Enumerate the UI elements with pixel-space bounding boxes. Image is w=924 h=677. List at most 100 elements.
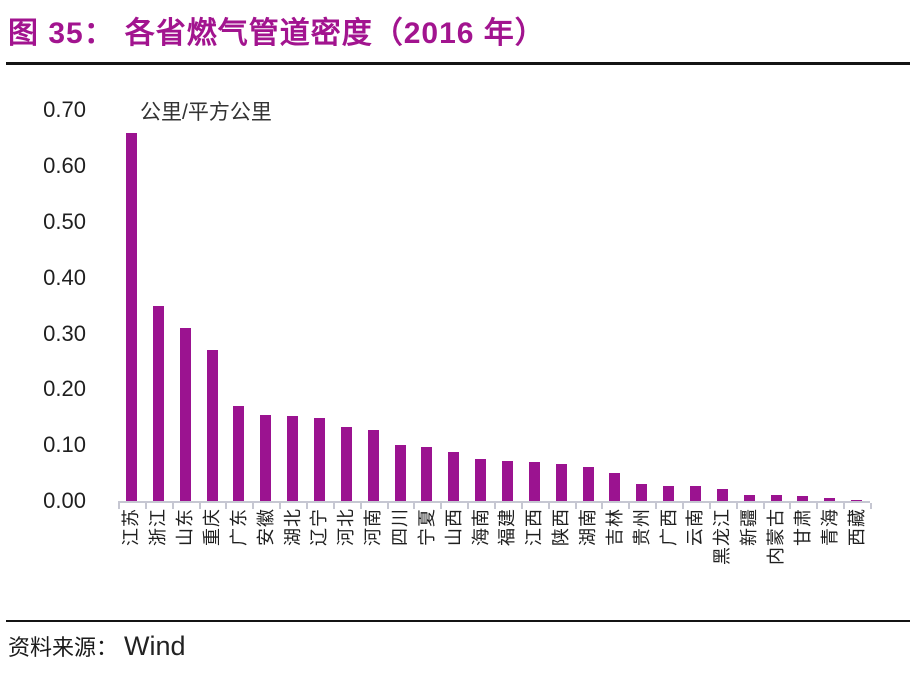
y-axis-tick-label: 0.70	[43, 97, 86, 123]
bar-西藏	[851, 500, 863, 501]
plot-area: 0.00 0.10 0.20 0.30 0.40 0.50 0.60 0.70 江苏 浙江 山东 重庆…	[43, 97, 872, 565]
bar-青海	[824, 498, 836, 501]
bar-甘肃	[797, 496, 809, 501]
x-axis-tick	[870, 503, 872, 509]
x-axis-label-辽宁: 辽宁	[309, 508, 330, 546]
x-axis-label-重庆: 重庆	[202, 508, 222, 546]
x-axis-tick	[332, 503, 335, 509]
x-axis-label-浙江: 浙江	[148, 508, 169, 546]
y-axis-tick-label: 0.40	[43, 264, 86, 290]
bar-重庆	[206, 350, 218, 501]
x-axis-tick	[628, 503, 631, 509]
x-axis-label-宁夏: 宁夏	[416, 508, 437, 546]
x-axis-tick	[198, 503, 201, 509]
footer-separator-line	[6, 620, 910, 622]
x-axis-tick	[252, 503, 255, 509]
x-axis-tick	[467, 503, 470, 509]
x-axis-tick	[440, 503, 443, 509]
y-axis-tick-label: 0.30	[43, 320, 86, 346]
x-axis-label-山西: 山西	[443, 508, 464, 546]
x-axis-label-海南: 海南	[470, 508, 491, 546]
x-axis-label-湖南: 湖南	[578, 508, 598, 546]
x-axis-label-四川: 四川	[390, 508, 410, 546]
x-axis-tick	[655, 503, 658, 509]
x-axis-label-西藏: 西藏	[846, 508, 867, 546]
y-axis-tick-label: 0.00	[43, 488, 86, 513]
x-axis-tick	[708, 503, 711, 509]
bar-内蒙古	[770, 495, 782, 501]
x-axis-label-江苏: 江苏	[121, 508, 142, 546]
y-axis-tick-label: 0.20	[43, 376, 86, 402]
x-axis-tick	[520, 503, 523, 509]
x-axis-label-湖北: 湖北	[282, 508, 303, 546]
x-axis-label-广西: 广西	[658, 508, 679, 546]
source-note: 资料来源： Wind	[8, 630, 186, 662]
bar-安徽	[260, 415, 272, 501]
source-value: Wind	[124, 631, 186, 661]
x-axis-tick	[547, 503, 550, 509]
x-axis-label-福建: 福建	[497, 508, 518, 546]
bar-四川	[394, 445, 406, 501]
x-axis-label-广东: 广东	[228, 508, 249, 546]
bar-河北	[340, 427, 352, 501]
bar-辽宁	[313, 418, 325, 501]
bar-湖北	[287, 416, 299, 501]
figure-title-text: 各省燃气管道密度（2016 年）	[124, 17, 546, 50]
x-axis-label-甘肃: 甘肃	[792, 508, 813, 546]
bar-宁夏	[421, 447, 433, 501]
x-axis-tick	[306, 503, 308, 509]
bar-新疆	[743, 495, 755, 501]
bar-广西	[663, 486, 675, 501]
x-axis-label-河南: 河南	[363, 508, 384, 546]
x-axis-label-吉林: 吉林	[604, 508, 625, 546]
x-axis-label-云南: 云南	[685, 508, 706, 546]
x-axis-label-黑龙江: 黑龙江	[712, 508, 733, 565]
x-axis-tick	[171, 503, 174, 509]
x-axis-tick	[735, 503, 738, 509]
figure-number-label: 图 35：	[8, 17, 115, 50]
x-axis-label-新疆: 新疆	[739, 508, 760, 546]
x-axis-label-山东: 山东	[175, 508, 196, 546]
bar-浙江	[152, 306, 164, 501]
bar-吉林	[609, 473, 621, 501]
bar-山西	[448, 452, 460, 501]
x-axis-tick	[225, 503, 228, 509]
title-separator-line	[6, 62, 910, 65]
x-axis-tick	[144, 503, 147, 509]
x-axis-label-江西: 江西	[524, 508, 545, 546]
x-axis-tick	[359, 503, 362, 509]
x-axis-tick	[601, 503, 604, 509]
x-axis-tick	[386, 503, 389, 509]
x-axis-label-贵州: 贵州	[631, 508, 652, 546]
x-axis-tick	[682, 503, 684, 509]
bar-山东	[179, 328, 191, 501]
x-axis-label-安徽: 安徽	[255, 508, 276, 546]
bar-江苏	[125, 133, 137, 501]
bar-chart: 公里/平方公里 0.00 0.10 0.20 0.30 0.40 0.50 0.60 0.70…	[43, 97, 872, 565]
x-axis-label-河北: 河北	[336, 508, 357, 546]
y-axis-tick-label: 0.10	[43, 432, 86, 458]
x-axis-tick	[574, 503, 577, 509]
bar-广东	[233, 406, 245, 501]
source-label: 资料来源：	[8, 635, 119, 660]
x-axis-label-内蒙古: 内蒙古	[766, 508, 786, 565]
x-axis-tick	[816, 503, 819, 509]
bar-湖南	[582, 467, 594, 501]
x-axis-tick	[413, 503, 416, 509]
x-axis-tick	[762, 503, 765, 509]
bar-江西	[528, 462, 540, 501]
x-axis-tick	[494, 503, 496, 509]
x-axis-tick	[279, 503, 282, 509]
bar-贵州	[636, 484, 648, 501]
x-axis-tick	[118, 503, 120, 509]
bar-黑龙江	[716, 489, 728, 501]
bar-陕西	[555, 464, 567, 501]
x-axis-tick	[843, 503, 846, 509]
y-axis-tick-label: 0.50	[43, 209, 86, 234]
x-axis-line	[118, 501, 870, 503]
figure-title: 图 35： 各省燃气管道密度（2016 年）	[8, 8, 908, 52]
bar-云南	[689, 486, 701, 501]
bar-河南	[367, 430, 379, 501]
bar-福建	[501, 461, 513, 501]
